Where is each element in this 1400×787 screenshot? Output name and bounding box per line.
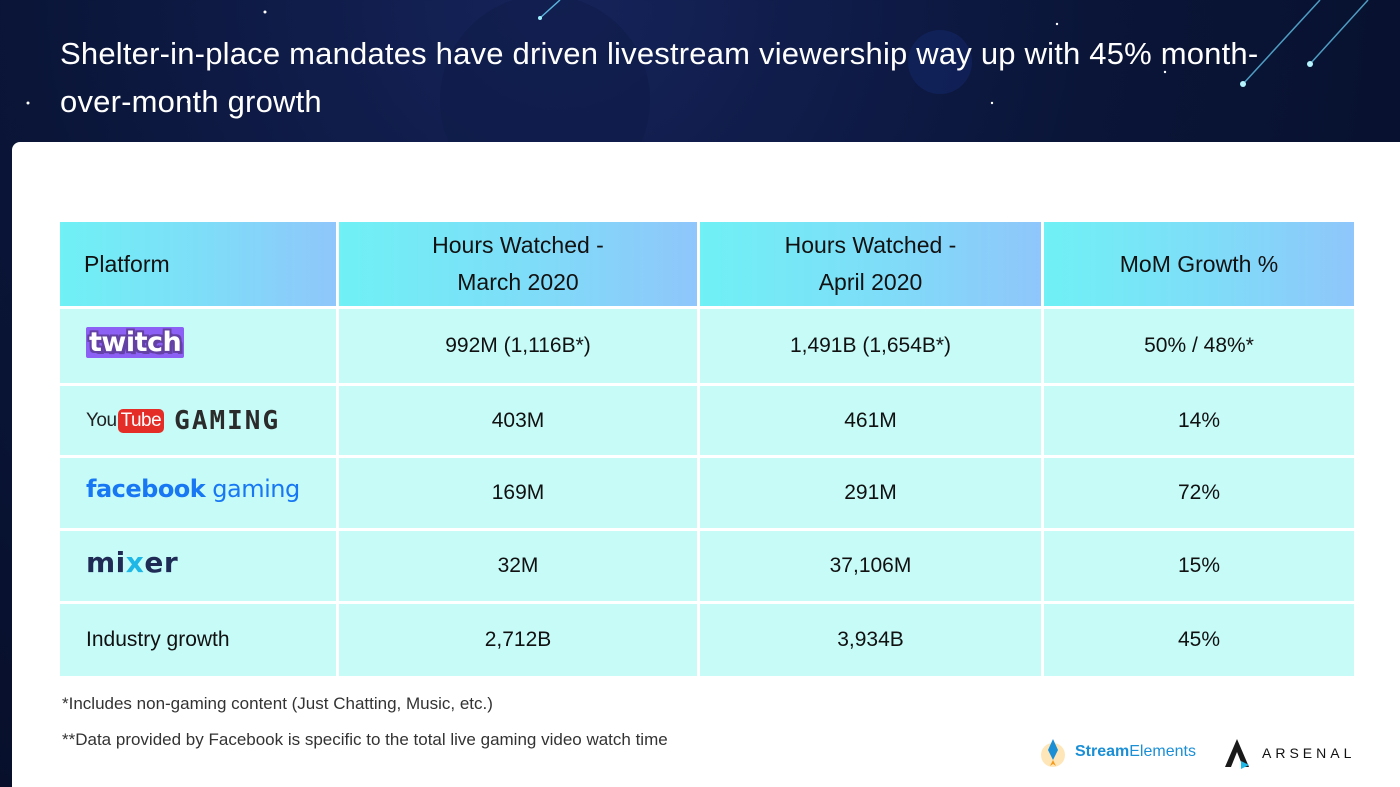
header-hours-march-line2: March 2020 [457,269,579,295]
arsenal-logo: ARSENAL [1222,737,1355,769]
platform-facebook-gaming: facebook gaming [60,458,336,528]
mixer-logo-x: x [125,545,145,579]
industry-march-value: 2,712B [339,604,697,676]
mixer-logo-part-a: mi [86,545,126,579]
platform-twitch: twitch [60,309,336,383]
streamelements-rocket-icon [1041,739,1065,767]
industry-growth-value: 45% [1044,604,1354,676]
mixer-logo: mixer [86,546,178,579]
platform-youtube-gaming: You Tube GAMING [60,386,336,455]
youtube-logo-tube: Tube [117,408,165,433]
footnote-facebook-data: **Data provided by Facebook is specific … [62,730,668,749]
mixer-april-value: 37,106M [700,531,1041,601]
starfield-background [26,0,1369,160]
streamelements-word-elements: Elements [1129,743,1196,760]
header-platform: Platform [60,222,336,306]
mixer-growth-value: 15% [1044,531,1354,601]
youtube-march-value: 403M [339,386,697,455]
platform-industry-growth: Industry growth [60,604,336,676]
twitch-april-value: 1,491B (1,654B*) [700,309,1041,383]
header-hours-march: Hours Watched - March 2020 [339,222,697,306]
twitch-logo: twitch [86,326,185,358]
facebook-logo-word: facebook [86,475,206,503]
youtube-april-value: 461M [700,386,1041,455]
header-hours-april: Hours Watched - April 2020 [700,222,1041,306]
header-mom-growth: MoM Growth % [1044,222,1354,306]
facebook-march-value: 169M [339,458,697,528]
twitch-growth-value: 50% / 48%* [1044,309,1354,383]
streamelements-word-stream: Stream [1075,743,1130,760]
header-hours-april-line2: April 2020 [818,269,923,295]
arsenal-wordmark: ARSENAL [1262,745,1356,761]
facebook-gaming-logo: facebook gaming [86,475,300,503]
youtube-growth-value: 14% [1044,386,1354,455]
mixer-logo-part-b: er [144,545,179,579]
mixer-march-value: 32M [339,531,697,601]
slide-headline: Shelter-in-place mandates have driven li… [60,36,1259,119]
industry-april-value: 3,934B [700,604,1041,676]
header-hours-march-line1: Hours Watched - [432,232,604,258]
arsenal-arrow-icon [1225,739,1249,769]
platform-mixer: mixer [60,531,336,601]
viewership-table: Platform Hours Watched - March 2020 Hour… [60,222,1354,676]
facebook-logo-gaming: gaming [212,475,300,503]
streamelements-logo: StreamElements [1037,736,1196,768]
header-hours-april-line1: Hours Watched - [784,232,957,258]
youtube-gaming-logo: You Tube GAMING [86,406,280,436]
facebook-april-value: 291M [700,458,1041,528]
facebook-growth-value: 72% [1044,458,1354,528]
youtube-logo-gaming: GAMING [174,405,281,436]
footnote-non-gaming: *Includes non-gaming content (Just Chatt… [62,694,493,713]
youtube-logo-you: You [86,409,117,431]
twitch-march-value: 992M (1,116B*) [339,309,697,383]
